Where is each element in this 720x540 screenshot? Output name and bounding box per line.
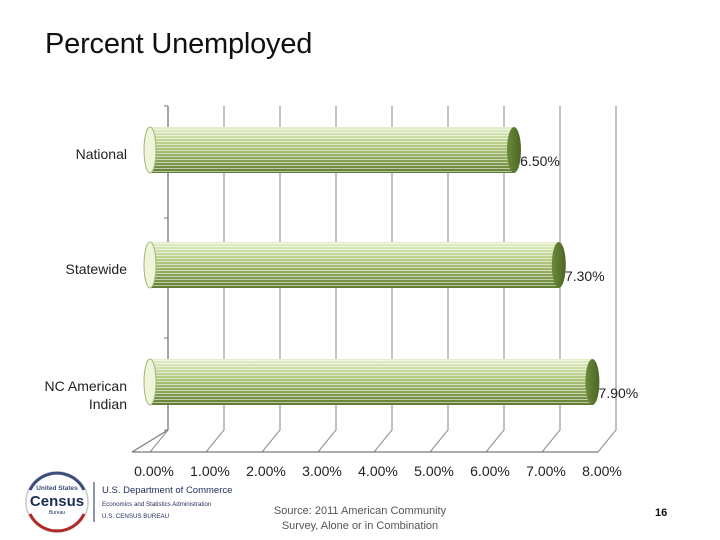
- x-tick-label: 8.00%: [582, 463, 622, 479]
- axis-corner-line: [131, 429, 169, 453]
- bar: [143, 241, 566, 289]
- bar-left-cap: [143, 126, 157, 174]
- logo-brand-main: Census: [30, 493, 84, 510]
- census-logo-seal-icon: United States Census Bureau: [25, 471, 89, 533]
- x-tick-label: 4.00%: [358, 463, 398, 479]
- logo-agency-line2: Economics and Statistics Administration: [102, 501, 212, 508]
- page-number: 16: [655, 507, 668, 519]
- x-tick-label: 5.00%: [414, 463, 454, 479]
- category-label: National: [75, 146, 127, 162]
- logo-brand-bottom: Bureau: [49, 510, 65, 516]
- logo-agency-line1: U.S. Department of Commerce: [102, 485, 232, 496]
- logo-brand-top: United States: [36, 485, 78, 492]
- category-label: NC American Indian: [44, 378, 127, 412]
- data-label: 7.30%: [565, 268, 605, 284]
- bar-stripes: [150, 359, 593, 405]
- bar-end-cap: [551, 242, 566, 288]
- source-line-2: Survey, Alone or in Combination: [281, 520, 439, 532]
- x-tick-label: 7.00%: [526, 463, 566, 479]
- floor-gridline: [373, 429, 393, 453]
- source-line-1: Source: 2011 American Community: [273, 505, 447, 517]
- bar-left-cap: [143, 358, 157, 406]
- category-label: Statewide: [65, 261, 127, 277]
- logo-agency-line3: U.S. CENSUS BUREAU: [102, 513, 169, 520]
- floor-gridline: [261, 429, 281, 453]
- source-note: Source: 2011 American Community Survey, …: [252, 504, 468, 534]
- slide-title: Percent Unemployed: [45, 28, 313, 60]
- floor-gridline: [597, 429, 617, 453]
- bar-end-cap: [507, 127, 521, 173]
- bar-stripes: [150, 242, 559, 288]
- bar-left-cap: [143, 241, 157, 289]
- bar-stripes: [150, 127, 514, 173]
- data-label: 7.90%: [599, 385, 639, 401]
- census-bureau-logo: United States Census Bureau U.S. Departm…: [25, 471, 232, 533]
- floor-gridline: [485, 429, 505, 453]
- x-tick-label: 6.00%: [470, 463, 510, 479]
- x-tick-label: 1.00%: [190, 463, 230, 479]
- floor-gridline: [149, 429, 169, 453]
- x-tick-label: 0.00%: [134, 463, 174, 479]
- floor-gridline: [429, 429, 449, 453]
- bar: [143, 126, 521, 174]
- floor-gridline: [205, 429, 225, 453]
- x-tick-label: 2.00%: [246, 463, 286, 479]
- data-label: 6.50%: [520, 153, 560, 169]
- bar: [143, 358, 600, 406]
- floor-gridline: [317, 429, 337, 453]
- bar-end-cap: [585, 359, 600, 405]
- x-tick-label: 3.00%: [302, 463, 342, 479]
- floor-gridline: [541, 429, 561, 453]
